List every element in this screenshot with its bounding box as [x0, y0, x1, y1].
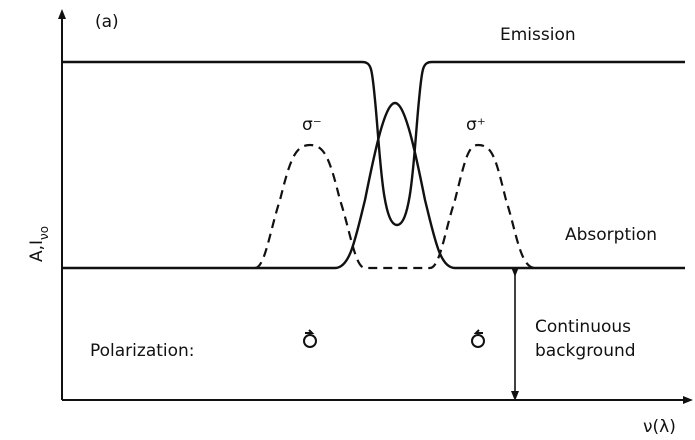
- y-axis-label-main: A,I: [27, 240, 47, 262]
- sigma-plus-label: σ⁺: [466, 115, 486, 135]
- absorption-label: Absorption: [565, 225, 657, 245]
- sigma-components: [254, 143, 536, 270]
- absorption-curve: [62, 101, 685, 270]
- background-label-line: Continuous: [535, 317, 631, 337]
- background-label-line: background: [535, 341, 636, 361]
- emission-curve: [62, 60, 685, 227]
- polarization-right: [471, 329, 485, 348]
- polarization-label: Polarization:: [90, 341, 195, 361]
- polarization-left: [303, 329, 317, 348]
- y-axis-label: A,Iνo: [27, 226, 51, 262]
- x-axis-label: ν(λ): [643, 417, 676, 437]
- y-axis-label-sub: νo: [37, 226, 51, 240]
- panel-label: (a): [95, 12, 119, 32]
- sigma-minus-label: σ⁻: [302, 115, 322, 135]
- emission-label: Emission: [500, 25, 576, 45]
